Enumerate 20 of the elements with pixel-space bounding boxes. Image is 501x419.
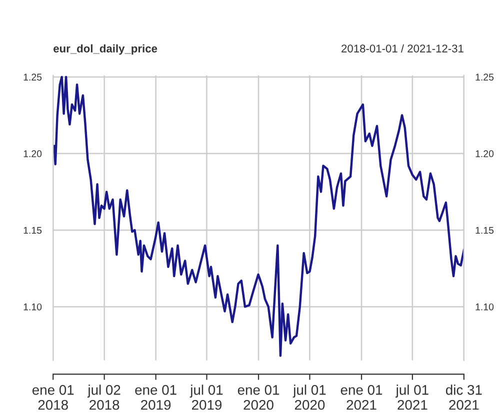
x-tick-label: ene 01 2021 — [340, 385, 382, 410]
x-tick-label: ene 01 2020 — [238, 385, 280, 410]
y-tick-label: 1.20 — [24, 150, 42, 158]
x-tick-label: ene 01 2019 — [135, 385, 176, 410]
y-tick-label: 1.25 — [24, 74, 42, 81]
y-tick-label: 1.10 — [24, 303, 42, 310]
line-series — [53, 76, 464, 357]
chart-subtitle: 2018-01-01 / 2021-12-31 — [342, 44, 464, 52]
x-tick-label: ene 01 2018 — [32, 385, 74, 410]
y2-tick-label: 1.15 — [476, 226, 494, 234]
x-tick-label: jul 01 2021 — [395, 384, 428, 410]
chart-title: eur_dol_daily_price — [54, 44, 158, 55]
x-tick-label: jul 02 2018 — [87, 384, 120, 410]
x-tick-label: jul 01 2020 — [292, 384, 326, 410]
x-tick-label: jul 01 2019 — [190, 384, 223, 410]
y2-tick-label: 1.10 — [476, 303, 494, 310]
y2-tick-label: 1.20 — [476, 150, 494, 158]
y-tick-label: 1.15 — [24, 226, 42, 234]
x-tick-label: dic 31 2021 — [446, 384, 482, 410]
y2-tick-label: 1.25 — [476, 74, 494, 81]
